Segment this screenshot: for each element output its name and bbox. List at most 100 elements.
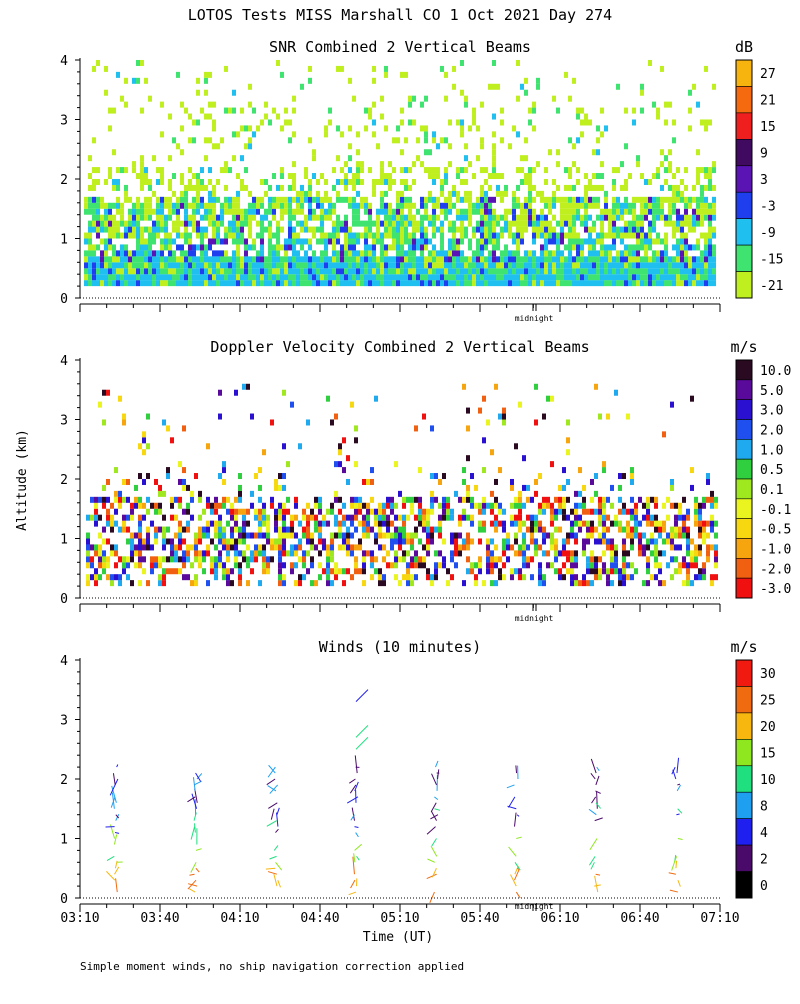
colorbar-label: -21 — [760, 279, 783, 294]
colorbar-label: -1.0 — [760, 542, 791, 557]
time-tick-labels: 03:10 03:40 04:10 04:40 05:10 05:40 06:10 06:40… — [60, 911, 739, 926]
colorbar-label: 2 — [760, 852, 768, 867]
colorbar-label: -3.0 — [760, 582, 791, 597]
colorbar-label: 25 — [760, 694, 776, 709]
colorbar-swatch — [736, 766, 752, 792]
colorbar-label: 10 — [760, 773, 776, 788]
velocity-colorbar-unit: m/s — [730, 338, 757, 356]
colorbar-label: 3 — [760, 173, 768, 188]
velocity-panel: Doppler Velocity Combined 2 Vertical Bea… — [60, 338, 791, 623]
time-tick-label: 03:10 — [60, 911, 99, 926]
colorbar-label: 8 — [760, 799, 768, 814]
colorbar-swatch — [736, 686, 752, 712]
colorbar-swatch — [736, 845, 752, 871]
winds-colorbar-unit: m/s — [730, 638, 757, 656]
colorbar-label: 3.0 — [760, 404, 783, 419]
colorbar-label: 4 — [760, 826, 768, 841]
winds-midnight-label: midnight — [515, 902, 554, 911]
colorbar-swatch — [736, 459, 752, 479]
colorbar-swatch — [736, 166, 752, 192]
colorbar-label: 0.1 — [760, 483, 783, 498]
y-tick-label: 0 — [60, 292, 68, 307]
y-tick-label: 2 — [60, 473, 68, 488]
y-tick-label: 1 — [60, 533, 68, 548]
y-tick-label: 0 — [60, 892, 68, 907]
time-tick-label: 05:40 — [460, 911, 499, 926]
colorbar-swatch — [736, 792, 752, 818]
colorbar-swatch — [736, 499, 752, 519]
colorbar-label: -3 — [760, 199, 776, 214]
snr-colorbar-unit: dB — [735, 38, 753, 56]
time-tick-label: 04:40 — [300, 911, 339, 926]
snr-midnight-label: midnight — [515, 314, 554, 323]
time-tick-label: 05:10 — [380, 911, 419, 926]
y-tick-label: 3 — [60, 114, 68, 129]
colorbar-label: -2.0 — [760, 562, 791, 577]
colorbar-label: 27 — [760, 67, 776, 82]
colorbar-label: 20 — [760, 720, 776, 735]
colorbar-label: -0.5 — [760, 523, 791, 538]
figure-title: LOTOS Tests MISS Marshall CO 1 Oct 2021 … — [188, 6, 612, 24]
colorbar-swatch — [736, 192, 752, 218]
colorbar-swatch — [736, 272, 752, 298]
colorbar-swatch — [736, 872, 752, 898]
winds-title: Winds (10 minutes) — [319, 638, 482, 656]
y-tick-label: 1 — [60, 833, 68, 848]
time-tick-label: 03:40 — [140, 911, 179, 926]
colorbar-swatch — [736, 420, 752, 440]
colorbar-swatch — [736, 400, 752, 420]
time-tick-label: 04:10 — [220, 911, 259, 926]
colorbar-label: 21 — [760, 94, 776, 109]
colorbar-swatch — [736, 558, 752, 578]
time-tick-label: 06:10 — [540, 911, 579, 926]
colorbar-swatch — [736, 219, 752, 245]
colorbar-swatch — [736, 86, 752, 112]
colorbar-swatch — [736, 479, 752, 499]
colorbar-swatch — [736, 380, 752, 400]
y-tick-label: 3 — [60, 714, 68, 729]
winds-field — [106, 690, 683, 903]
time-tick-label: 06:40 — [620, 911, 659, 926]
colorbar-swatch — [736, 519, 752, 539]
colorbar-swatch — [736, 439, 752, 459]
time-tick-label: 07:10 — [700, 911, 739, 926]
colorbar-swatch — [736, 819, 752, 845]
colorbar-label: -0.1 — [760, 503, 791, 518]
y-tick-label: 0 — [60, 592, 68, 607]
y-tick-label: 2 — [60, 173, 68, 188]
colorbar-swatch — [736, 713, 752, 739]
snr-field — [84, 60, 716, 286]
colorbar-swatch — [736, 113, 752, 139]
colorbar-label: 1.0 — [760, 443, 783, 458]
velocity-title: Doppler Velocity Combined 2 Vertical Bea… — [210, 338, 589, 356]
colorbar-label: 0.5 — [760, 463, 783, 478]
colorbar-label: 10.0 — [760, 364, 791, 379]
y-tick-label: 3 — [60, 414, 68, 429]
y-tick-label: 2 — [60, 773, 68, 788]
colorbar-swatch — [736, 739, 752, 765]
colorbar-swatch — [736, 245, 752, 271]
colorbar-label: 0 — [760, 879, 768, 894]
colorbar-label: 9 — [760, 147, 768, 162]
velocity-colorbar: 10.05.03.02.01.00.50.1-0.1-0.5-1.0-2.0-3… — [736, 360, 791, 598]
winds-axes: 0 1 2 3 4 — [60, 654, 720, 912]
colorbar-label: -15 — [760, 252, 783, 267]
y-tick-label: 1 — [60, 233, 68, 248]
velocity-midnight-label: midnight — [515, 614, 554, 623]
colorbar-label: 15 — [760, 120, 776, 135]
y-tick-label: 4 — [60, 354, 68, 369]
y-axis-label: Altitude (km) — [15, 429, 30, 531]
colorbar-swatch — [736, 60, 752, 86]
x-axis-label: Time (UT) — [363, 930, 433, 945]
velocity-field — [86, 384, 718, 586]
colorbar-label: 5.0 — [760, 384, 783, 399]
y-tick-label: 4 — [60, 654, 68, 669]
y-tick-label: 4 — [60, 54, 68, 69]
colorbar-swatch — [736, 139, 752, 165]
